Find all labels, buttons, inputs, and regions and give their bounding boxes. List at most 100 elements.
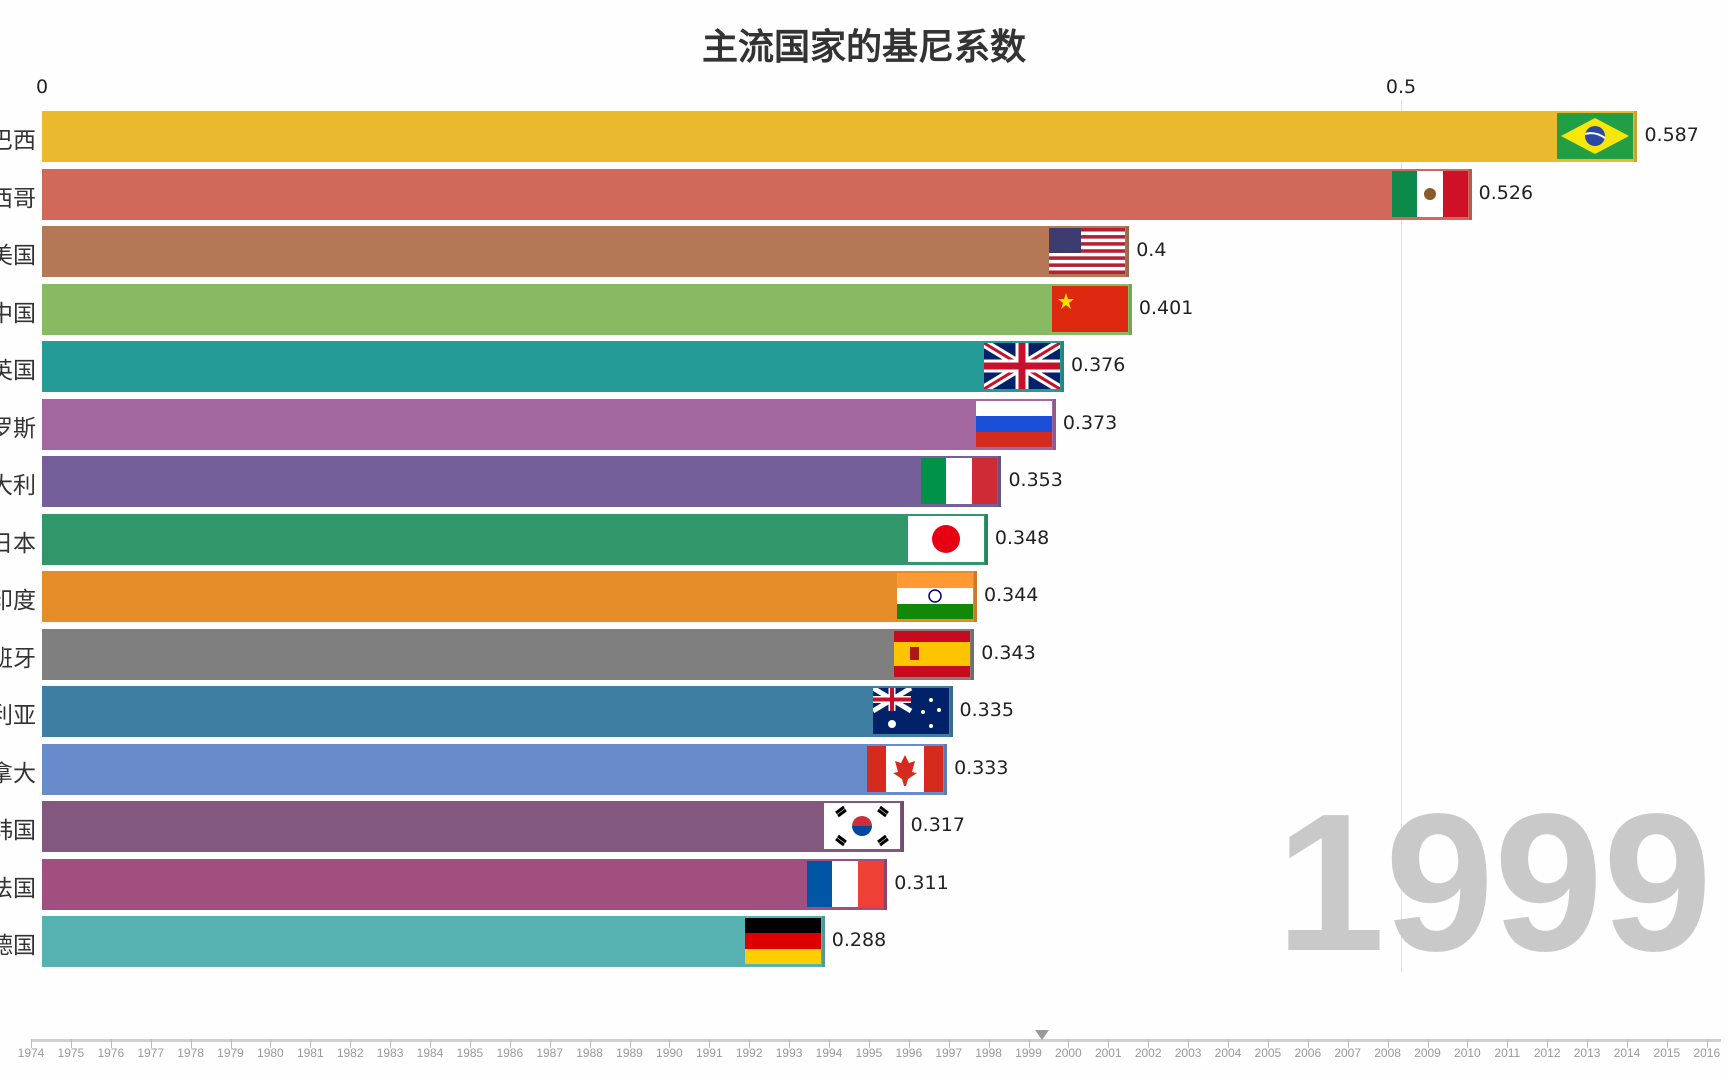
timeline-year-label[interactable]: 1997 (935, 1046, 963, 1060)
value-label: 0.344 (983, 584, 1039, 606)
value-label: 0.373 (1062, 411, 1118, 434)
timeline-year-label[interactable]: 2004 (1214, 1046, 1242, 1060)
category-label: 日本 (0, 530, 36, 557)
timeline-year-label[interactable]: 1988 (576, 1046, 603, 1060)
timeline-tick (948, 1039, 950, 1048)
value-label: 0.526 (1478, 181, 1534, 204)
timeline-tick (1228, 1039, 1229, 1048)
x-tick-label: 0.5 (1385, 76, 1417, 98)
category-label: 加拿大 (0, 760, 36, 787)
timeline-year-label[interactable]: 1976 (97, 1046, 125, 1060)
timeline-tick (1387, 1039, 1389, 1048)
timeline-year-label[interactable]: 2002 (1134, 1046, 1162, 1060)
timeline-tick (868, 1039, 870, 1048)
timeline-year-label[interactable]: 2000 (1055, 1046, 1082, 1060)
timeline-tick (1148, 1039, 1150, 1048)
timeline-tick (350, 1039, 352, 1048)
timeline-tick (908, 1039, 910, 1048)
timeline-tick (1666, 1039, 1668, 1048)
value-label: 0.587 (1644, 124, 1699, 146)
timeline-year-label[interactable]: 1987 (536, 1046, 564, 1060)
bar-11 (42, 743, 948, 795)
chart-title: 主流国家的基尼系数 (701, 27, 1026, 68)
timeline-tick (31, 1039, 32, 1048)
category-label: 法国 (0, 875, 36, 902)
timeline-year-label[interactable]: 2011 (1494, 1046, 1521, 1060)
timeline-year-label[interactable]: 2007 (1334, 1046, 1362, 1060)
timeline-tick (1188, 1039, 1190, 1048)
timeline-year-label[interactable]: 2014 (1613, 1046, 1641, 1060)
timeline-year-label[interactable]: 2010 (1454, 1046, 1481, 1060)
timeline-year-label[interactable]: 1985 (456, 1046, 484, 1060)
timeline-year-label[interactable]: 1983 (376, 1046, 404, 1060)
italy-flag-icon (921, 458, 998, 504)
timeline-tick (430, 1039, 431, 1048)
timeline-tick (709, 1039, 711, 1048)
bar-3 (42, 283, 1132, 335)
timeline-year-label[interactable]: 1995 (855, 1046, 883, 1060)
timeline-year-label[interactable]: 1996 (895, 1046, 923, 1060)
timeline-year-label[interactable]: 1981 (296, 1046, 324, 1060)
timeline-year-label[interactable]: 1980 (257, 1046, 284, 1060)
timeline-year-label[interactable]: 2001 (1094, 1046, 1122, 1060)
value-label: 0.401 (1138, 296, 1194, 319)
timeline-year-label[interactable]: 1998 (975, 1046, 1002, 1060)
timeline-year-label[interactable]: 1986 (496, 1046, 524, 1060)
category-label: 英国 (0, 358, 36, 384)
timeline-year-label[interactable]: 1978 (177, 1046, 204, 1060)
timeline-year-label[interactable]: 1982 (336, 1046, 364, 1060)
timeline-tick (1108, 1039, 1110, 1048)
timeline-tick (230, 1039, 232, 1048)
timeline-year-label[interactable]: 2003 (1174, 1046, 1202, 1060)
timeline-tick (549, 1039, 551, 1048)
timeline-year-label[interactable]: 2013 (1573, 1046, 1601, 1060)
category-label: 德国 (0, 933, 36, 959)
timeline-tick (1307, 1039, 1309, 1048)
timeline-year-label[interactable]: 1974 (17, 1046, 45, 1060)
timeline-tick (1467, 1039, 1469, 1048)
timeline-year-label[interactable]: 1979 (217, 1046, 244, 1060)
timeline-tick (1627, 1039, 1628, 1048)
timeline-year-label[interactable]: 1989 (616, 1046, 643, 1060)
canada-flag-icon (867, 745, 944, 792)
timeline-tick (1587, 1039, 1589, 1048)
timeline-tick (1347, 1039, 1349, 1048)
value-label: 0.4 (1136, 239, 1167, 261)
timeline-year-label[interactable]: 1990 (656, 1046, 683, 1060)
timeline-year-label[interactable]: 1994 (815, 1046, 843, 1060)
timeline-year-label[interactable]: 1984 (416, 1046, 444, 1060)
timeline-year-label[interactable]: 2012 (1533, 1046, 1561, 1060)
timeline-year-label[interactable]: 2009 (1414, 1046, 1441, 1060)
china-flag-icon (1051, 285, 1128, 332)
timeline-tick (829, 1039, 830, 1048)
category-label: 美国 (0, 243, 36, 269)
timeline-tick (70, 1039, 72, 1048)
timeline-handle[interactable] (1035, 1030, 1050, 1040)
timeline-tick (749, 1039, 751, 1048)
timeline-year-label[interactable]: 2016 (1693, 1046, 1721, 1060)
timeline-tick (150, 1039, 152, 1048)
timeline-tick (789, 1039, 791, 1048)
timeline-tick (1547, 1039, 1549, 1048)
bar-4 (42, 341, 1064, 392)
timeline-year-label[interactable]: 1992 (735, 1046, 763, 1060)
timeline-year-label[interactable]: 1993 (775, 1046, 803, 1060)
bar-13 (42, 858, 888, 910)
timeline-year-label[interactable]: 2015 (1653, 1046, 1681, 1060)
bar-9 (42, 628, 975, 680)
timeline-year-label[interactable]: 1975 (57, 1046, 85, 1060)
bar-0 (42, 111, 1638, 162)
timeline-year-label[interactable]: 2008 (1374, 1046, 1401, 1060)
timeline-year-label[interactable]: 1991 (695, 1046, 723, 1060)
category-label: 澳大利亚 (0, 703, 36, 729)
timeline-year-label[interactable]: 1977 (137, 1046, 165, 1060)
timeline-year-label[interactable]: 1999 (1015, 1046, 1042, 1060)
x-tick-label: 0 (35, 76, 49, 98)
value-label: 0.348 (994, 526, 1050, 549)
value-label: 0.353 (1008, 469, 1063, 491)
korea-flag-icon (823, 803, 900, 849)
timeline-year-label[interactable]: 2006 (1294, 1046, 1322, 1060)
timeline-slider[interactable] (31, 1039, 1721, 1042)
timeline-year-label[interactable]: 2005 (1254, 1046, 1282, 1060)
timeline-tick (589, 1039, 591, 1048)
